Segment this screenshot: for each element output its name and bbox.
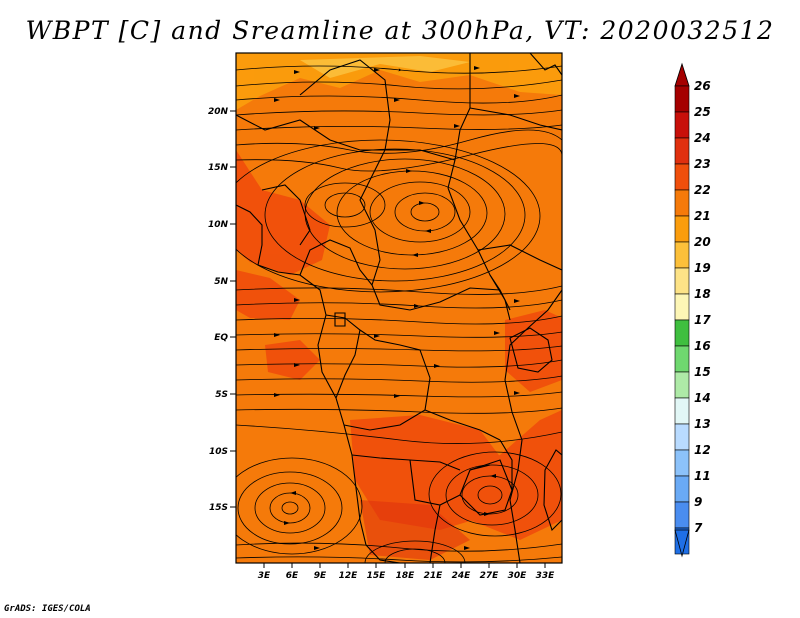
lon-label: 9E (314, 571, 327, 581)
lon-label: 30E (508, 571, 528, 581)
border-central-3 (299, 239, 373, 286)
colorbar-level-label: 11 (694, 469, 711, 483)
border-ne-corner (529, 53, 562, 76)
colorbar-swatch (674, 423, 690, 451)
colorbar-level-label: 12 (694, 443, 711, 457)
colorbar-level-label: 14 (694, 391, 711, 405)
colorbar-swatch (674, 137, 690, 165)
wbpt-region-warm-east (505, 310, 562, 392)
colorbar-level-label: 7 (694, 521, 703, 535)
colorbar-level-label: 20 (694, 235, 711, 249)
colorbar-swatch (674, 501, 690, 529)
wbpt-region-warm-eq (265, 340, 320, 380)
colorbar-swatch (674, 371, 690, 399)
lat-label: EQ (214, 333, 228, 343)
wbpt-region-warm-west-2 (236, 270, 300, 320)
wbpt-region-warm-west (236, 150, 330, 275)
lat-label: 20N (208, 107, 229, 117)
map-title: WBPT [C] and Sreamline at 300hPa, VT: 20… (25, 16, 775, 45)
colorbar-level-label: 23 (694, 157, 711, 171)
colorbar-level-label: 16 (694, 339, 711, 353)
lon-label: 24E (452, 571, 472, 581)
colorbar-level-label: 18 (694, 287, 711, 301)
colorbar-bottom-arrow (674, 529, 690, 558)
lon-label: 12E (339, 571, 359, 581)
colorbar-swatch (674, 449, 690, 477)
small-box-border (334, 312, 346, 327)
border-ethiopia (477, 244, 562, 271)
country-borders (236, 53, 562, 563)
colorbar-swatch (674, 163, 690, 191)
longitude-axis: 3E 6E 9E 12E 15E 18E 21E 24E 27E 30E 33E (258, 563, 555, 581)
colorbar-swatch (674, 241, 690, 269)
colorbar-swatch (674, 397, 690, 425)
colorbar: 26 25 24 23 22 21 20 19 18 17 16 15 14 13 12 11 9 7 (674, 62, 711, 558)
border-sahara-1 (236, 114, 385, 151)
madagascar-border (543, 449, 562, 532)
colorbar-swatch (674, 189, 690, 217)
wbpt-region-cool-north-2 (300, 56, 470, 78)
colorbar-level-label: 26 (694, 79, 711, 93)
border-chad-sudan (385, 149, 456, 161)
colorbar-level-label: 22 (694, 183, 711, 197)
streamlines (236, 65, 562, 563)
lon-label: 6E (286, 571, 299, 581)
lon-label: 18E (396, 571, 416, 581)
wbpt-region-warm-south (360, 500, 470, 560)
coastline-east-africa (504, 289, 562, 563)
border-horn (469, 107, 562, 131)
lat-label: 15S (209, 503, 228, 513)
streamline-arrows (274, 66, 520, 550)
lon-label: 33E (536, 571, 556, 581)
lake-victoria (509, 327, 553, 373)
lon-label: 21E (424, 571, 444, 581)
colorbar-level-label: 19 (694, 261, 711, 275)
colorbar-level-label: 21 (694, 209, 711, 223)
border-mozambique (499, 439, 513, 490)
colorbar-level-label: 9 (694, 495, 702, 509)
colorbar-swatch (674, 345, 690, 373)
lon-label: 3E (258, 571, 271, 581)
map-frame (235, 52, 563, 564)
border-east-lakes (489, 274, 511, 321)
border-central-1 (359, 179, 511, 311)
colorbar-swatch (674, 85, 690, 113)
border-drc-angola (343, 409, 501, 441)
lat-label: 10S (209, 447, 228, 457)
colorbar-top-arrow (674, 62, 690, 87)
colorbar-level-label: 15 (694, 365, 711, 379)
border-congo-2 (335, 329, 361, 399)
colorbar-swatch (674, 267, 690, 295)
lon-label: 15E (367, 571, 387, 581)
lat-label: 10N (208, 220, 229, 230)
map-panel[interactable] (220, 53, 562, 585)
lon-label: 27E (480, 571, 500, 581)
border-zimbabwe (459, 459, 513, 516)
colorbar-swatch (674, 293, 690, 321)
border-north-2 (447, 53, 471, 189)
latitude-axis: 20N 15N 10N 5N EQ 5S 10S 15S (208, 107, 236, 513)
colorbar-level-label: 17 (694, 313, 711, 327)
border-westafrica-small (261, 184, 311, 246)
border-congo-1 (325, 314, 431, 411)
colorbar-swatch (674, 475, 690, 503)
colorbar-level-label: 13 (694, 417, 711, 431)
colorbar-swatch (674, 319, 690, 347)
lat-label: 15N (208, 163, 229, 173)
border-southern (429, 504, 441, 563)
colorbar-level-label: 25 (694, 105, 711, 119)
lat-label: 5N (214, 277, 228, 287)
lat-label: 5S (215, 390, 228, 400)
grads-credit: GrADS: IGES/COLA (4, 604, 91, 614)
colorbar-swatch (674, 215, 690, 243)
colorbar-level-label: 24 (694, 131, 711, 145)
colorbar-swatch (674, 111, 690, 139)
coastline-west-africa (236, 204, 401, 563)
